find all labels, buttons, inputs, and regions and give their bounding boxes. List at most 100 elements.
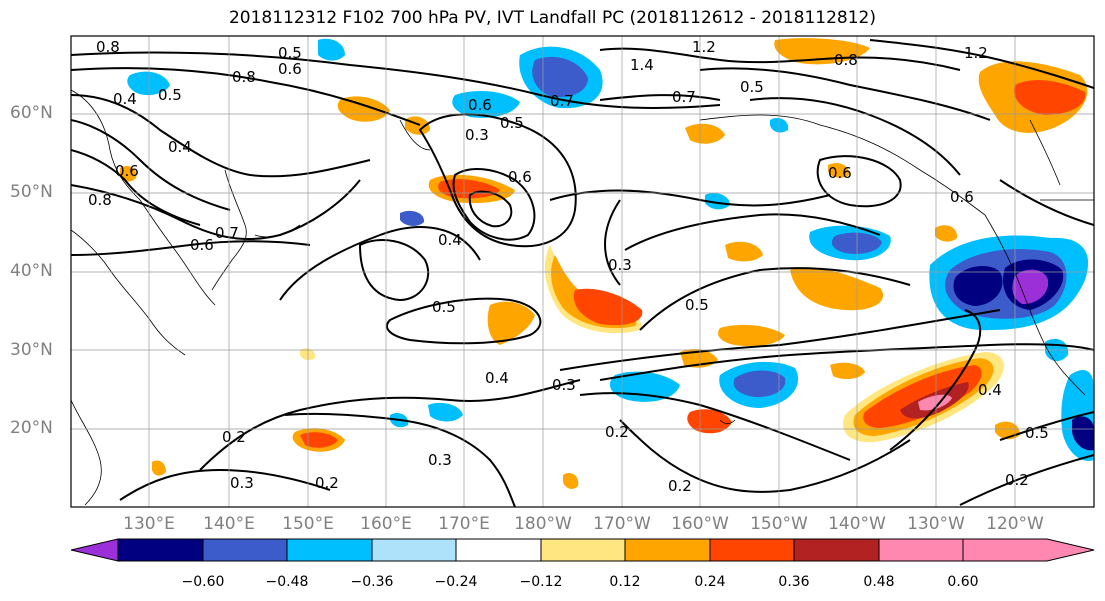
colorbar-segment [202, 538, 288, 562]
colorbar-segment [540, 538, 626, 562]
negative-anomaly [318, 38, 345, 61]
contour-label: 0.6 [278, 60, 302, 78]
longitude-label: 160°W [671, 514, 729, 534]
longitude-label: 170°E [438, 514, 490, 534]
contour-label: 0.6 [468, 96, 492, 114]
colorbar-tick-label: −0.36 [350, 574, 394, 590]
contour-labels: 0.8 0.5 0.6 0.8 0.4 0.5 0.4 0.6 0.8 0.6 … [88, 38, 1049, 495]
contour-label: 0.2 [222, 428, 246, 446]
longitude-label: 140°W [828, 514, 886, 534]
contour-label: 0.8 [96, 38, 120, 56]
contour-label: 0.2 [668, 477, 692, 495]
contour-label: 0.2 [1005, 471, 1029, 489]
coastlines [71, 89, 1094, 506]
latitude-label: 60°N [10, 103, 53, 123]
colorbar-segment [455, 538, 542, 562]
colorbar-segment [878, 538, 964, 562]
positive-anomaly [790, 267, 884, 311]
positive-anomaly [573, 288, 643, 326]
colorbar-tick-label: 0.48 [863, 574, 895, 590]
longitude-label: 170°W [593, 514, 651, 534]
colorbar-segment [117, 538, 204, 562]
positive-anomaly [337, 96, 390, 122]
colorbar-tick-label: 0.36 [778, 574, 810, 590]
contour-label: 0.2 [605, 423, 629, 441]
negative-anomaly [705, 193, 730, 210]
contour-label: 0.5 [740, 78, 764, 96]
positive-anomaly [120, 166, 137, 182]
negative-anomaly [127, 71, 170, 96]
contour-label: 0.4 [978, 381, 1002, 399]
colorbar [70, 538, 1095, 562]
colorbar-segment [286, 538, 373, 562]
contour-label: 1.4 [630, 56, 654, 74]
negative-anomaly [733, 370, 786, 398]
longitude-label: 150°W [750, 514, 808, 534]
pv-contours [71, 39, 1094, 507]
negative-anomaly [428, 402, 463, 422]
contour-label: 0.5 [1025, 424, 1049, 442]
contour-label: 0.5 [432, 298, 456, 316]
positive-anomaly [935, 225, 958, 242]
contour-label: 0.6 [950, 188, 974, 206]
map-title: 2018112312 F102 700 hPa PV, IVT Landfall… [228, 8, 876, 28]
colorbar-segment [709, 538, 795, 562]
shaded-anomalies [120, 38, 1094, 489]
colorbar-tick-label: 0.60 [947, 574, 979, 590]
longitude-label: 130°W [907, 514, 965, 534]
contour-label: 1.2 [692, 38, 716, 56]
positive-anomaly [300, 348, 316, 361]
negative-anomaly [532, 56, 588, 98]
negative-anomaly [1072, 416, 1094, 451]
longitude-label: 130°E [123, 514, 175, 534]
graticule [71, 36, 1094, 507]
contour-label: 0.6 [190, 236, 214, 254]
contour-label: 0.5 [158, 86, 182, 104]
latitude-label: 40°N [10, 261, 53, 281]
contour-label: 0.8 [88, 191, 112, 209]
latitude-label: 20°N [10, 418, 53, 438]
contour-label: 0.3 [465, 126, 489, 144]
contour-label: 0.7 [550, 92, 574, 110]
positive-anomaly [563, 473, 579, 489]
positive-anomaly [687, 409, 732, 434]
map-frame [70, 35, 1095, 508]
positive-anomaly [725, 241, 763, 262]
contour-label: 0.6 [828, 164, 852, 182]
colorbar-right-arrow [962, 538, 1095, 562]
latitude-label: 50°N [10, 182, 53, 202]
colorbar-segment [793, 538, 880, 562]
longitude-label: 160°E [360, 514, 412, 534]
contour-label: 0.3 [608, 256, 632, 274]
negative-anomaly [400, 210, 425, 226]
contour-label: 0.4 [438, 231, 462, 249]
positive-anomaly [718, 324, 785, 347]
colorbar-left-arrow [70, 538, 119, 562]
longitude-label: 120°W [986, 514, 1044, 534]
colorbar-tick-label: −0.12 [519, 574, 563, 590]
contour-label: 0.6 [115, 162, 139, 180]
colorbar-segment [371, 538, 457, 562]
positive-anomaly [828, 163, 850, 178]
contour-label: 0.4 [168, 138, 192, 156]
colorbar-tick-label: −0.60 [181, 574, 225, 590]
contour-label: 0.7 [215, 224, 239, 242]
contour-label: 0.4 [485, 369, 509, 387]
latitude-label: 30°N [10, 340, 53, 360]
colorbar-tick-label: −0.24 [434, 574, 478, 590]
negative-anomaly [953, 266, 1003, 306]
longitude-label: 150°E [282, 514, 334, 534]
contour-label: 0.4 [113, 90, 137, 108]
longitude-label: 140°E [203, 514, 255, 534]
positive-anomaly [300, 432, 338, 448]
contour-label: 0.5 [278, 44, 302, 62]
positive-anomaly [152, 460, 166, 476]
colorbar-segment [624, 538, 711, 562]
positive-anomaly [685, 123, 725, 144]
contour-label: 0.3 [552, 376, 576, 394]
colorbar-tick-label: −0.48 [265, 574, 309, 590]
contour-label: 0.5 [685, 296, 709, 314]
contour-label: 1.2 [964, 44, 988, 62]
contour-label: 0.3 [230, 474, 254, 492]
